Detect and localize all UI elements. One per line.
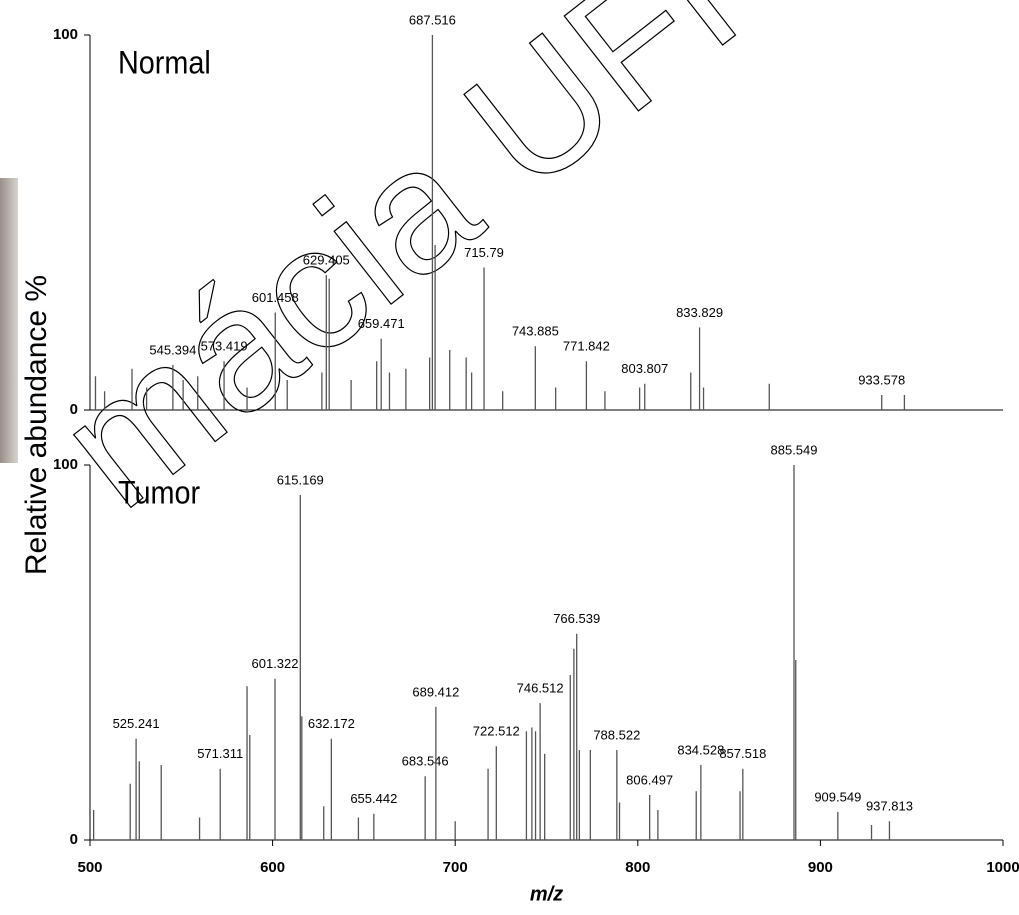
peak-label: 655.442 [350,791,397,806]
peak-label: 909.549 [814,789,861,804]
x-tick-label: 1000 [986,859,1019,876]
y-tick-label: 100 [53,456,78,473]
photo-strip [0,178,18,463]
peak-label: 683.546 [402,754,449,769]
peak-label: 659.471 [358,316,405,331]
peak-label: 857.518 [719,746,766,761]
peak-label: 743.885 [512,324,559,339]
peak-label: 545.394 [149,342,196,357]
y-axis-label: Relative abundance % [20,275,53,575]
y-tick-label: 0 [70,401,78,418]
peak-label: 601.322 [252,656,299,671]
peak-label: 525.241 [113,716,160,731]
peak-label: 722.512 [473,724,520,739]
peak-label: 771.842 [563,339,610,354]
peak-label: 834.528 [677,742,724,757]
peak-label: 615.169 [277,472,324,487]
panel-title: Normal [118,45,211,81]
peak-label: 937.813 [866,799,913,814]
watermark: mácia UFF [25,0,819,545]
chart: Relative abundance % mácia UFF Normal 0 10… [0,0,1019,915]
x-tick-label: 900 [808,859,833,876]
x-tick-label: 700 [443,859,468,876]
peak-label: 689.412 [412,684,459,699]
page: Relative abundance % mácia UFF Normal 0 10… [0,0,1019,915]
peak-label: 601.458 [252,290,299,305]
peak-label: 746.512 [517,681,564,696]
peak-label: 573.419 [201,339,248,354]
panel-title: Tumor [118,475,200,511]
peak-label: 766.539 [553,611,600,626]
peak-label: 933.578 [858,372,905,387]
peak-label: 629.405 [303,252,350,267]
peak-label: 885.549 [771,442,818,457]
y-tick-label: 0 [70,831,78,848]
peak-label: 788.522 [593,727,640,742]
peak-label: 806.497 [626,772,673,787]
x-axis-label: m/z [530,883,563,905]
x-tick-label: 500 [77,859,102,876]
peak-label: 687.516 [409,12,456,27]
peak-label: 833.829 [676,305,723,320]
x-tick-label: 600 [260,859,285,876]
peak-label: 715.79 [464,245,504,260]
peak-label: 803.807 [621,361,668,376]
x-tick-label: 800 [625,859,650,876]
y-tick-label: 100 [53,26,78,43]
peak-label: 632.172 [308,716,355,731]
peak-label: 571.311 [197,746,243,761]
